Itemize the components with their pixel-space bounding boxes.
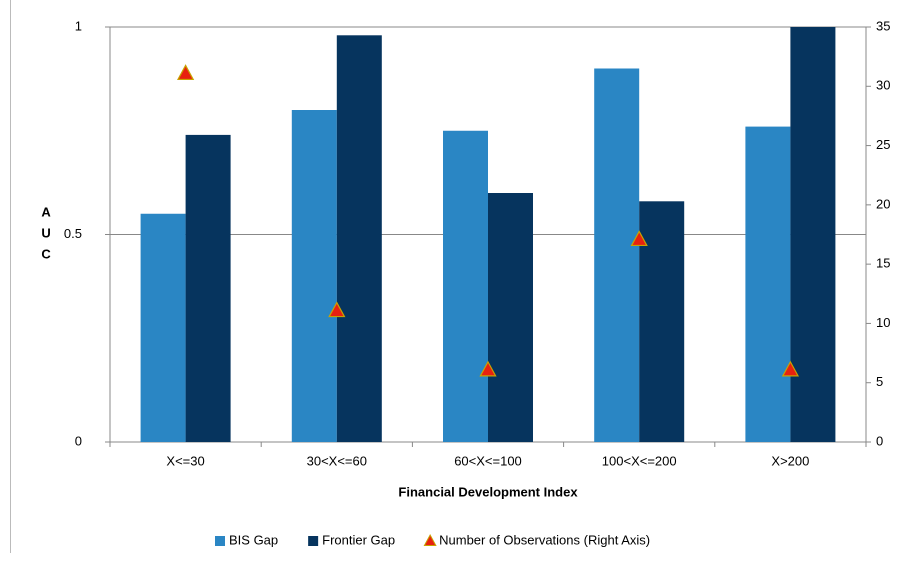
- y2-tick-label: 30: [876, 78, 890, 93]
- y2-tick-label: 20: [876, 196, 890, 211]
- bar: [639, 201, 685, 442]
- y2-tick-label: 25: [876, 137, 890, 152]
- x-tick-label: 30<X<=60: [307, 453, 367, 468]
- legend-label: Number of Observations (Right Axis): [439, 532, 650, 547]
- y-axis-title: AUC: [39, 205, 54, 268]
- marker: [479, 360, 497, 377]
- legend-swatch: [215, 536, 225, 546]
- x-tick-label: 100<X<=200: [602, 453, 677, 468]
- x-axis-title: Financial Development Index: [398, 484, 578, 499]
- bar: [336, 35, 382, 443]
- marker: [781, 360, 800, 377]
- legend-marker: [423, 533, 437, 546]
- bar: [291, 110, 337, 442]
- x-tick-label: X<=30: [166, 453, 204, 468]
- marker: [176, 64, 195, 81]
- bar: [790, 27, 836, 442]
- bar: [140, 213, 186, 442]
- y2-tick-label: 35: [876, 18, 890, 33]
- y-tick-label: 1: [75, 18, 82, 33]
- y-tick-label: 0.5: [64, 226, 82, 241]
- bar: [443, 130, 488, 442]
- x-tick-label: 60<X<=100: [454, 453, 522, 468]
- legend-swatch: [308, 536, 319, 546]
- y2-tick-label: 0: [876, 433, 883, 448]
- y2-tick-label: 10: [876, 315, 890, 330]
- y-tick-label: 0: [75, 433, 82, 448]
- y2-tick-label: 15: [876, 256, 890, 271]
- legend-label: BIS Gap: [229, 532, 278, 547]
- y2-tick-label: 5: [876, 374, 883, 389]
- bar: [745, 126, 791, 442]
- marker: [630, 230, 648, 247]
- legend-label: Frontier Gap: [322, 532, 395, 547]
- bar: [594, 68, 640, 442]
- bar: [488, 193, 533, 442]
- bar: [185, 134, 231, 442]
- x-tick-label: X>200: [771, 453, 809, 468]
- marker: [328, 301, 346, 318]
